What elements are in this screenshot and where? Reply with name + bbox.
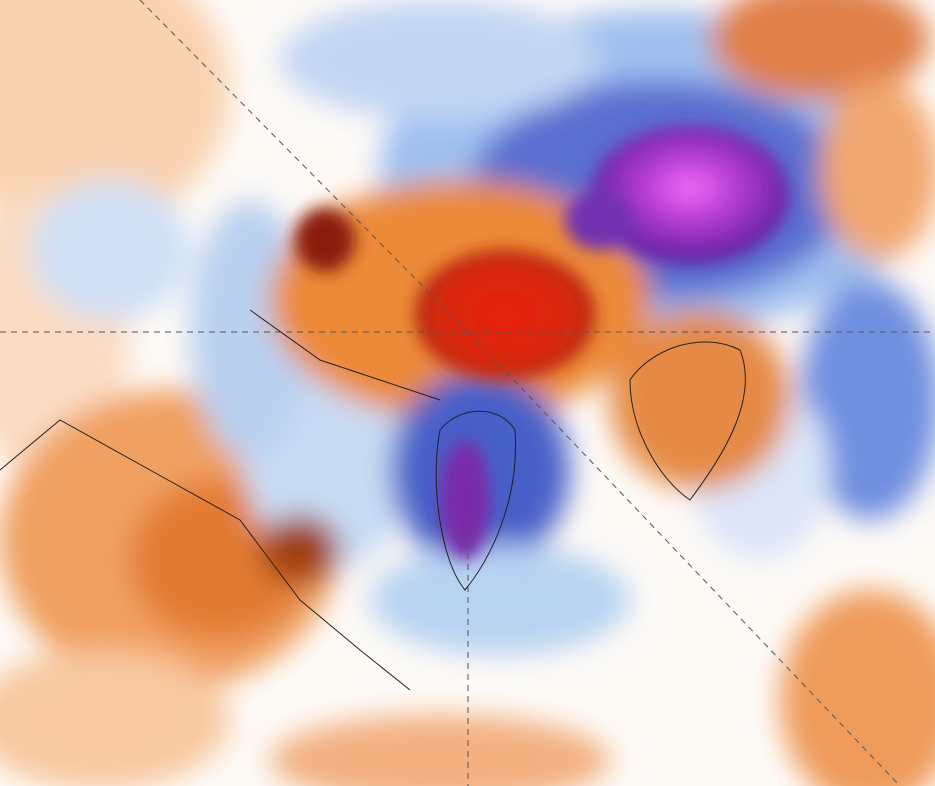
graticule-line [139, 0, 469, 333]
greenland-outline [435, 410, 517, 591]
arctic-coast [249, 309, 441, 401]
coastlines [0, 309, 746, 691]
scandinavia-outline [629, 341, 746, 501]
anomaly-cores [295, 125, 790, 560]
graticule-line [467, 331, 901, 786]
north-america-outline [0, 419, 411, 691]
